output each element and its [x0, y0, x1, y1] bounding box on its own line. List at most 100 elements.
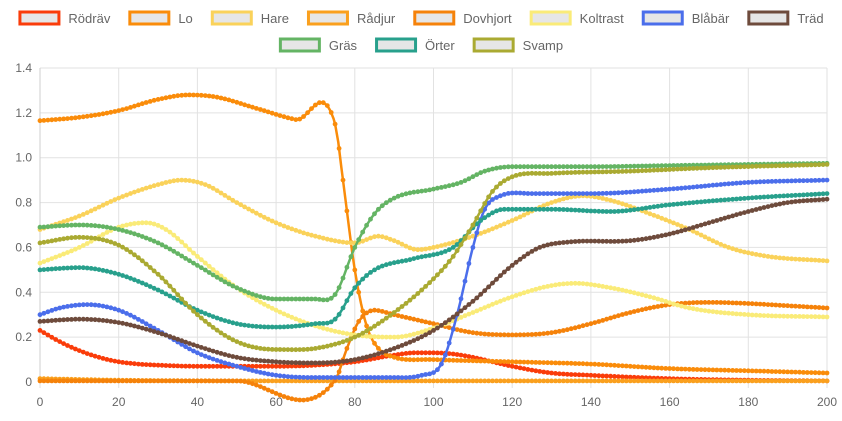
data-point — [69, 216, 74, 222]
data-point — [383, 378, 389, 384]
data-point — [183, 339, 189, 345]
legend-item[interactable]: Blåbär — [641, 10, 730, 26]
data-point — [588, 378, 594, 384]
data-point — [411, 316, 417, 322]
data-point — [466, 302, 472, 307]
data-point — [147, 184, 153, 190]
data-point — [639, 307, 645, 313]
data-point — [482, 229, 488, 235]
data-point — [726, 378, 731, 384]
data-point — [399, 258, 405, 264]
legend-item[interactable]: Svamp — [472, 37, 563, 53]
data-point — [281, 296, 287, 302]
data-point — [348, 378, 354, 384]
data-point — [679, 303, 684, 309]
data-point — [568, 170, 574, 176]
data-point — [348, 336, 354, 342]
data-point — [108, 319, 114, 324]
data-point — [73, 246, 78, 252]
data-point — [218, 330, 224, 336]
data-point — [568, 164, 574, 170]
data-point — [588, 372, 594, 378]
data-point — [175, 93, 181, 99]
data-point — [494, 378, 499, 384]
data-point — [627, 378, 633, 384]
data-point — [557, 197, 562, 203]
legend-item[interactable]: Rådjur — [306, 10, 396, 26]
legend-item[interactable]: Koltrast — [529, 10, 624, 26]
data-point — [470, 354, 476, 360]
data-point — [65, 317, 70, 322]
data-point — [545, 206, 550, 212]
data-point — [808, 314, 814, 319]
data-point — [285, 313, 291, 318]
data-point — [592, 378, 598, 384]
data-point — [277, 392, 283, 398]
data-point — [572, 191, 578, 197]
data-point — [777, 313, 783, 319]
data-point — [218, 363, 224, 369]
data-point — [254, 106, 259, 111]
data-point — [395, 259, 401, 265]
data-point — [324, 103, 330, 108]
data-point — [383, 235, 389, 241]
data-point — [151, 378, 157, 384]
data-point — [631, 207, 637, 213]
data-point — [620, 169, 625, 174]
data-point — [722, 181, 728, 187]
legend-item[interactable]: Träd — [747, 10, 824, 26]
data-point — [631, 189, 637, 195]
data-point — [789, 163, 794, 168]
data-point — [132, 252, 137, 258]
data-point — [804, 257, 810, 263]
data-point — [187, 178, 192, 184]
data-point — [423, 332, 428, 338]
data-point — [824, 370, 830, 376]
data-point — [564, 195, 570, 201]
data-point — [427, 378, 432, 384]
data-point — [616, 208, 621, 214]
data-point — [88, 238, 94, 244]
data-point — [722, 300, 728, 305]
data-point — [572, 325, 578, 331]
data-point — [635, 163, 641, 169]
data-point — [521, 366, 527, 371]
data-point — [273, 307, 279, 313]
data-point — [289, 396, 295, 402]
legend-item[interactable]: Hare — [210, 10, 289, 26]
data-point — [84, 302, 90, 307]
data-point — [435, 244, 440, 250]
data-point — [289, 347, 295, 353]
data-point — [328, 319, 334, 325]
data-point — [781, 193, 787, 199]
data-point — [820, 378, 826, 384]
data-point — [568, 372, 574, 377]
data-point — [612, 314, 617, 320]
data-point — [128, 221, 133, 227]
data-point — [639, 292, 645, 298]
data-point — [84, 113, 90, 119]
data-point — [179, 239, 185, 245]
data-point — [222, 318, 228, 323]
data-point — [726, 245, 731, 250]
data-point — [155, 223, 161, 228]
legend-item[interactable]: Örter — [375, 37, 456, 53]
data-point — [576, 191, 582, 197]
data-point — [281, 324, 287, 330]
data-point — [73, 302, 78, 308]
legend-item[interactable]: Lo — [128, 10, 193, 26]
data-point — [442, 263, 448, 269]
legend-item[interactable]: Dovhjort — [413, 10, 512, 26]
legend-item[interactable]: Gräs — [278, 37, 358, 53]
data-point — [336, 285, 342, 290]
data-point — [620, 312, 625, 317]
legend-item[interactable]: Rödräv — [18, 10, 111, 26]
data-point — [167, 334, 173, 339]
data-point — [781, 200, 787, 206]
data-point — [816, 305, 822, 310]
data-point — [714, 378, 720, 384]
data-point — [210, 363, 216, 369]
data-point — [474, 378, 480, 384]
data-point — [309, 375, 314, 380]
data-point — [576, 281, 582, 286]
